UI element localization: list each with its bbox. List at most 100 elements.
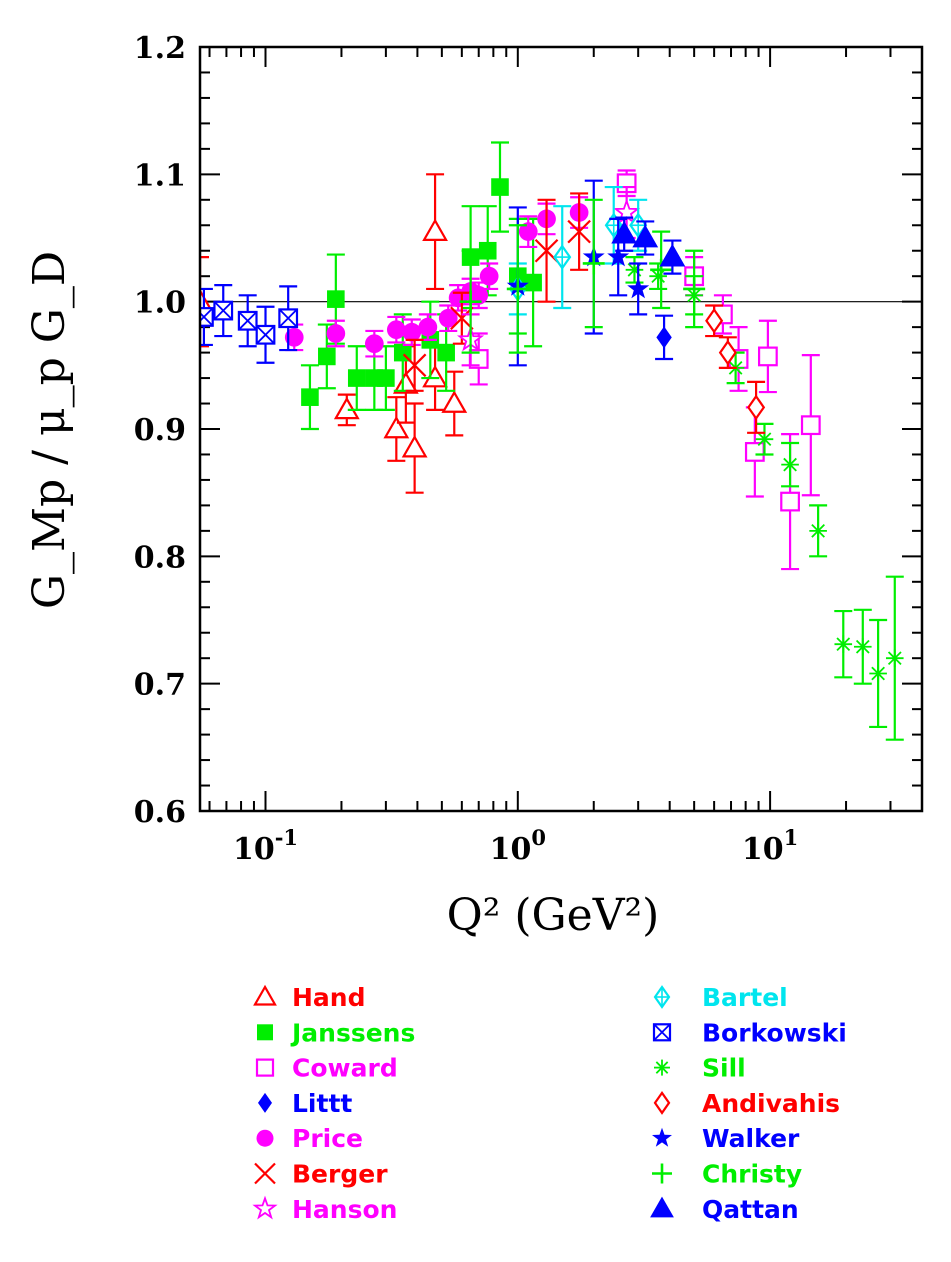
data-marker: [213, 300, 234, 321]
data-marker: [327, 290, 345, 308]
data-marker: [377, 369, 395, 387]
data-point: [200, 256, 213, 348]
data-point: [781, 441, 800, 488]
legend-marker: [254, 1162, 276, 1185]
series-hand: [200, 173, 468, 494]
data-point: [402, 338, 427, 392]
x-tick-label: 101: [742, 825, 798, 867]
data-marker: [422, 218, 448, 241]
legend-label: Berger: [292, 1160, 388, 1189]
data-point: [518, 215, 538, 249]
data-marker: [478, 241, 497, 260]
data-marker: [383, 415, 410, 439]
labels-layer: 0.6 0.7 0.8 0.9 1.0 1.1 1.2 10-1 100 101 Q² (GeV²)…: [24, 31, 798, 941]
data-marker: [469, 285, 489, 305]
data-marker: [402, 353, 427, 378]
legend-marker: [653, 985, 671, 1009]
legend-label: Littt: [292, 1089, 352, 1118]
data-point: [418, 313, 438, 341]
legend: Hand Janssens Coward Littt Price Berger Hanson…: [252, 983, 847, 1224]
legend-marker: [252, 1195, 278, 1220]
legend-marker: [256, 1129, 274, 1147]
data-marker: [809, 522, 827, 540]
data-point: [705, 304, 724, 338]
data-point: [650, 230, 673, 310]
y-tick-label: 1.0: [134, 286, 186, 321]
data-marker: [800, 415, 821, 436]
data-point: [422, 173, 448, 291]
data-marker: [479, 266, 499, 286]
data-marker: [656, 326, 672, 349]
data-point: [611, 216, 638, 252]
data-point: [567, 192, 591, 271]
series-qattan: [611, 216, 686, 275]
data-point: [255, 305, 276, 364]
legend-item-christy: Christy: [652, 1160, 802, 1189]
legend-label: Borkowski: [702, 1018, 847, 1047]
data-point: [885, 575, 904, 741]
data-marker: [885, 649, 904, 667]
y-tick-label: 0.6: [134, 795, 186, 830]
legend-label: Bartel: [702, 983, 788, 1012]
data-marker: [401, 434, 428, 458]
data-marker: [255, 324, 276, 345]
data-point: [386, 315, 406, 344]
data-marker: [418, 317, 438, 337]
legend-item-janssens: Janssens: [257, 1018, 415, 1047]
legend-item-walker: Walker: [652, 1124, 800, 1153]
data-point: [834, 609, 853, 679]
data-marker: [659, 243, 686, 267]
series-borkowski: [200, 284, 299, 364]
data-point: [853, 608, 872, 685]
data-marker: [524, 273, 542, 292]
data-marker: [438, 308, 458, 328]
data-point: [278, 285, 299, 352]
legend-marker: [255, 1058, 275, 1077]
data-point: [649, 262, 668, 291]
data-point: [364, 329, 384, 358]
legend-item-andivahis: Andivahis: [653, 1089, 840, 1118]
data-marker: [318, 347, 336, 366]
data-point: [718, 336, 737, 369]
data-marker: [278, 308, 299, 329]
data-marker: [650, 258, 673, 281]
legend-label: Andivahis: [702, 1089, 840, 1118]
data-point: [800, 354, 821, 497]
legend-item-hanson: Hanson: [252, 1195, 397, 1224]
data-marker: [333, 396, 360, 420]
data-marker: [284, 327, 304, 347]
data-marker: [200, 288, 213, 312]
data-layer: [200, 141, 904, 741]
data-point: [479, 262, 499, 291]
data-marker: [683, 277, 706, 300]
legend-label: Walker: [702, 1124, 800, 1153]
data-marker: [718, 339, 737, 366]
data-point: [809, 504, 828, 558]
legend-label: Price: [292, 1124, 363, 1153]
data-point: [627, 262, 650, 316]
data-marker: [755, 430, 774, 448]
legend-marker: [652, 1127, 672, 1147]
legend-label: Hanson: [292, 1195, 397, 1224]
series-littt: [655, 314, 674, 361]
series-andivahis: [705, 304, 766, 434]
x-axis-title: Q² (GeV²): [447, 890, 660, 941]
data-marker: [450, 306, 474, 330]
legend-marker: [652, 1023, 672, 1042]
data-marker: [392, 371, 419, 394]
x-tick-label: 10-1: [233, 825, 298, 867]
data-point: [683, 249, 706, 329]
legend-marker: [257, 1024, 273, 1041]
y-tick-label: 1.2: [134, 31, 186, 66]
legend-marker: [258, 1092, 272, 1113]
data-point: [582, 198, 605, 329]
legend-item-coward: Coward: [255, 1054, 398, 1083]
data-point: [376, 345, 395, 411]
data-point: [625, 256, 644, 284]
legend-item-hand: Hand: [253, 983, 366, 1012]
data-point: [347, 345, 366, 411]
data-marker: [347, 369, 366, 387]
data-marker: [553, 244, 572, 271]
data-point: [553, 205, 572, 310]
